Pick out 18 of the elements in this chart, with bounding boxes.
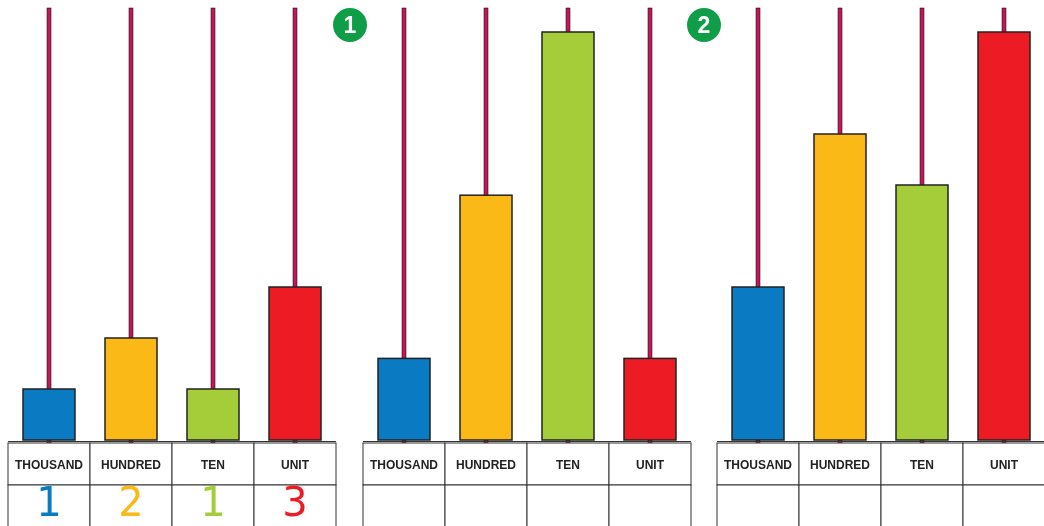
data-label: 2	[118, 479, 144, 525]
x-tick-label: TEN	[910, 458, 934, 472]
x-tick-label: THOUSAND	[15, 458, 84, 472]
x-tick-label: TEN	[556, 458, 580, 472]
x-tick-label: TEN	[201, 458, 225, 472]
x-tick-label: UNIT	[281, 458, 310, 472]
data-label: 1	[200, 479, 226, 525]
x-tick-label: UNIT	[636, 458, 665, 472]
x-tick-label: HUNDRED	[810, 458, 871, 472]
x-tick-label: HUNDRED	[456, 458, 517, 472]
x-tick-label: UNIT	[990, 458, 1019, 472]
chart-title: 1	[343, 12, 357, 38]
data-label: 3	[282, 479, 308, 525]
x-tick-label: HUNDRED	[101, 458, 162, 472]
x-tick-label: THOUSAND	[370, 458, 439, 472]
data-label: 1	[36, 479, 62, 525]
chart-title: 2	[697, 12, 711, 38]
x-tick-label: THOUSAND	[724, 458, 793, 472]
